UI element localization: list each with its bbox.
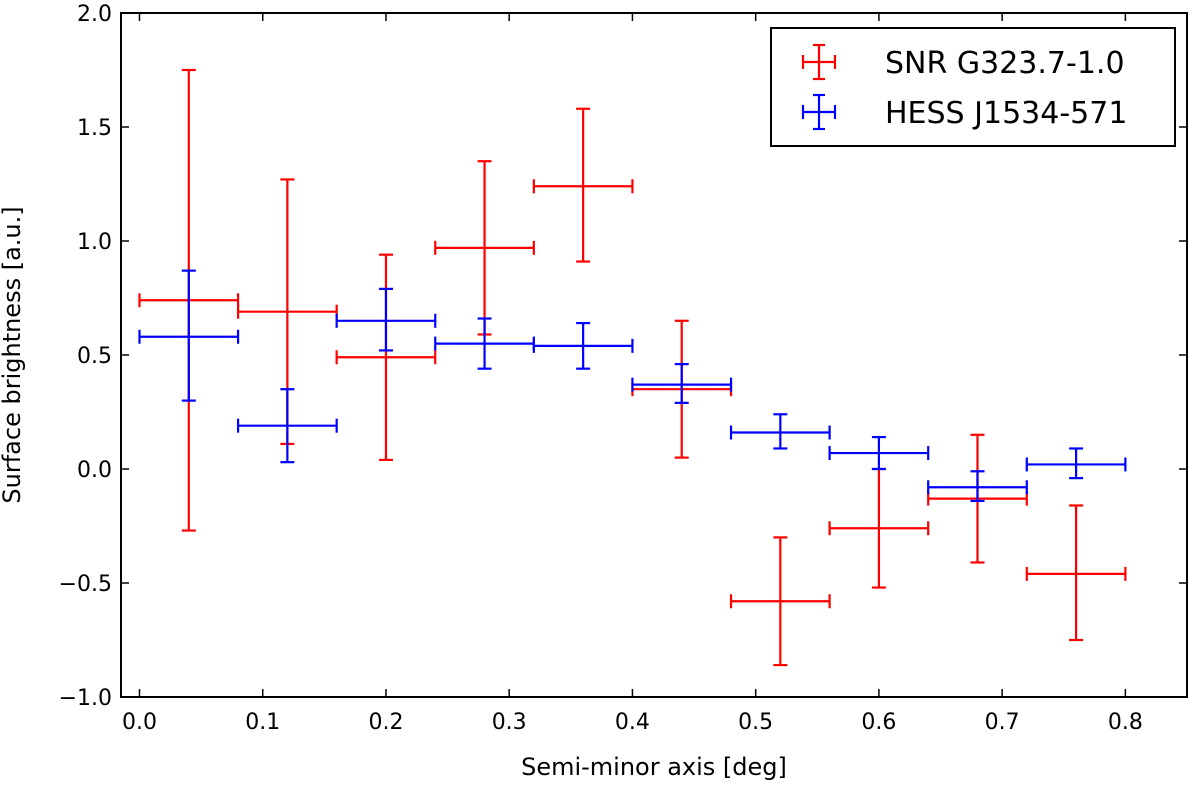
series-layer xyxy=(138,68,1127,667)
legend-marker xyxy=(801,43,837,81)
y-axis-label: Surface brightness [a.u.] xyxy=(0,206,26,503)
data-point xyxy=(1025,504,1127,642)
x-tick-label: 0.7 xyxy=(985,710,1020,735)
x-tick-label: 0.8 xyxy=(1108,710,1143,735)
legend-label: HESS J1534-571 xyxy=(885,96,1127,131)
y-tick-label: 0.5 xyxy=(77,344,112,369)
data-point xyxy=(532,321,634,370)
data-point xyxy=(532,107,634,263)
x-tick-label: 0.5 xyxy=(738,710,773,735)
series-snr xyxy=(138,68,1127,667)
x-tick-label: 0.3 xyxy=(492,710,527,735)
legend-label: SNR G323.7-1.0 xyxy=(885,46,1125,81)
legend: SNR G323.7-1.0 HESS J1534-571 xyxy=(770,27,1176,147)
y-tick-label: 1.0 xyxy=(77,230,112,255)
x-tick-label: 0.0 xyxy=(122,710,157,735)
data-point xyxy=(434,317,535,370)
ticks-layer: 0.0 0.1 0.2 0.3 0.4 0.5 0.6 0.7 0.8 −1.0 −0.5 0.0 0.… xyxy=(59,2,1187,735)
y-tick-label: 1.5 xyxy=(77,116,112,141)
data-point xyxy=(631,363,733,404)
y-tick-label: 2.0 xyxy=(77,2,112,27)
x-tick-label: 0.2 xyxy=(368,710,403,735)
data-point xyxy=(729,536,831,667)
x-tick-label: 0.4 xyxy=(615,710,650,735)
data-point xyxy=(927,470,1028,503)
legend-box xyxy=(770,27,1176,147)
data-point xyxy=(138,269,240,402)
y-tick-label: 0.0 xyxy=(77,458,112,483)
data-point xyxy=(335,287,437,352)
data-point xyxy=(1025,447,1127,480)
data-point xyxy=(236,388,338,464)
y-tick-label: −0.5 xyxy=(59,572,112,597)
x-tick-label: 0.1 xyxy=(245,710,280,735)
data-point xyxy=(828,467,930,589)
x-axis-label: Semi-minor axis [deg] xyxy=(521,753,787,781)
data-point xyxy=(729,413,831,450)
data-point xyxy=(434,160,535,336)
y-tick-label: −1.0 xyxy=(59,686,112,711)
series-hess xyxy=(138,269,1127,503)
x-tick-label: 0.6 xyxy=(861,710,896,735)
legend-marker xyxy=(801,93,837,131)
data-point xyxy=(828,435,930,471)
data-point xyxy=(335,253,437,461)
